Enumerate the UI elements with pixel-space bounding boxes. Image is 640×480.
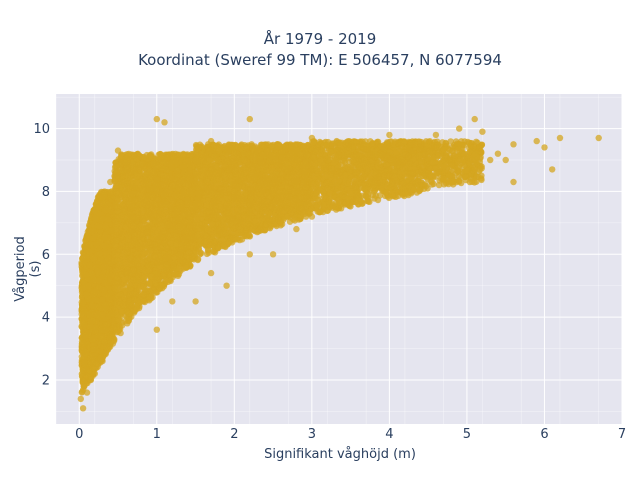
x-tick-label: 7 (618, 427, 626, 442)
data-point (83, 291, 90, 298)
x-tick-label: 3 (308, 427, 316, 442)
data-point (96, 250, 104, 258)
data-points (77, 115, 602, 412)
data-point (87, 241, 94, 248)
data-point (85, 282, 92, 290)
data-point (102, 326, 110, 334)
y-tick-label: 2 (42, 374, 50, 389)
data-point (101, 339, 108, 346)
data-point (88, 302, 96, 309)
data-point (91, 324, 99, 331)
y-tick-label: 8 (42, 185, 50, 200)
y-tick-label: 4 (42, 311, 50, 326)
data-point (89, 364, 97, 372)
x-tick-label: 0 (75, 427, 83, 442)
data-point (96, 223, 104, 230)
x-tick-label: 6 (540, 427, 548, 442)
data-point (91, 334, 98, 342)
data-point (79, 377, 87, 385)
data-point (83, 271, 90, 278)
data-point (101, 233, 108, 240)
data-point (78, 311, 85, 318)
data-point (79, 319, 86, 326)
data-point (90, 346, 97, 353)
data-point (100, 286, 108, 293)
data-point (102, 207, 110, 214)
data-point (85, 248, 93, 255)
data-point (93, 296, 100, 304)
x-tick-label: 5 (463, 427, 471, 442)
data-point (100, 242, 108, 250)
data-point (94, 267, 102, 274)
y-tick-label: 10 (33, 122, 50, 137)
y-tick-label: 6 (42, 248, 50, 263)
data-point (97, 256, 104, 263)
data-point (98, 348, 105, 355)
data-point (83, 366, 90, 373)
data-point (90, 255, 98, 262)
x-tick-label: 1 (153, 427, 161, 442)
data-point (102, 223, 109, 230)
data-point (92, 214, 99, 222)
data-point (100, 263, 108, 270)
data-point (79, 299, 87, 307)
data-point (89, 235, 97, 242)
data-point (86, 261, 93, 269)
x-tick-label: 4 (385, 427, 393, 442)
data-point (111, 336, 118, 343)
x-tick-label: 2 (230, 427, 238, 442)
data-point (99, 311, 106, 319)
data-point (96, 277, 103, 284)
data-point (81, 332, 89, 340)
data-point (99, 215, 107, 222)
data-point (92, 288, 99, 295)
data-point (81, 359, 88, 366)
data-point (89, 317, 96, 324)
data-point (99, 296, 106, 303)
data-point (80, 340, 88, 347)
